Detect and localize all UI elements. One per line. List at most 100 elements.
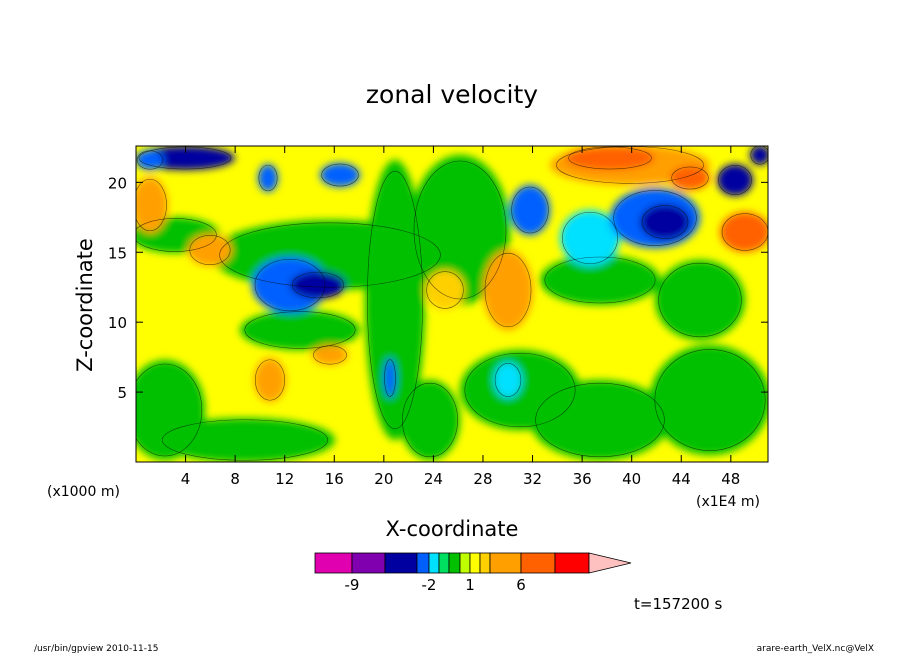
contour-field [136, 146, 768, 462]
field-region-11 [240, 310, 360, 350]
field-region-31 [717, 164, 753, 196]
colorbar-cell-0 [314, 552, 353, 574]
contour-line-23 [138, 146, 232, 170]
field-region-9 [655, 260, 745, 340]
x-tick-label-3: 16 [325, 470, 344, 488]
contour-line-9 [658, 262, 742, 338]
x-axis: 4 8 12 16 20 24 28 32 36 40 44 48 [181, 146, 740, 488]
x-unit-label: (x1E4 m) [696, 494, 760, 510]
y-tick-label-1: 10 [108, 314, 127, 332]
colorbar-cell-4 [428, 552, 440, 574]
x-tick-label-8: 36 [573, 470, 592, 488]
contour-line-10 [544, 256, 656, 304]
field-region-1 [136, 360, 205, 460]
colorbar-label-1: -2 [422, 576, 437, 594]
chart-title: zonal velocity [366, 80, 538, 109]
colorbar-cell-7 [459, 552, 471, 574]
contour-line-15 [254, 359, 286, 401]
contour-line-5 [413, 160, 507, 300]
x-axis-label: X-coordinate [386, 517, 519, 541]
contour-line-36 [321, 163, 359, 187]
field-region-17 [425, 270, 465, 310]
field-region-14 [188, 234, 232, 266]
colorbar-cell-2 [384, 552, 418, 574]
y-unit-label: (x1000 m) [47, 484, 120, 500]
x-tick-label-0: 4 [181, 470, 191, 488]
x-tick-label-4: 20 [374, 470, 393, 488]
footer-left: /usr/bin/gpview 2010-11-15 [34, 644, 158, 654]
x-tick-label-5: 24 [424, 470, 443, 488]
contour-line-2 [136, 218, 217, 252]
x-tick-label-9: 40 [622, 470, 641, 488]
plot-frame [135, 145, 769, 463]
contour-line-1 [136, 363, 203, 457]
contour-line-20 [671, 166, 709, 190]
colorbar-label-0: -9 [345, 576, 360, 594]
field-region-21 [720, 212, 768, 252]
contour-line-33 [258, 164, 278, 192]
contour-line-11 [244, 311, 356, 349]
colorbar-extension [588, 552, 632, 574]
contour-line-24 [136, 150, 164, 170]
field-region-13 [136, 177, 168, 233]
field-region-34 [494, 362, 522, 398]
contour-line-25 [254, 258, 326, 312]
colorbar-cell-1 [351, 552, 386, 574]
contour-line-6 [464, 352, 576, 428]
x-tick-label-6: 28 [473, 470, 492, 488]
x-tick-label-1: 8 [230, 470, 240, 488]
field-region-30 [510, 185, 550, 235]
contour-line-0 [161, 419, 329, 461]
field-region-12 [400, 380, 460, 460]
contour-line-12 [402, 382, 458, 458]
time-label: t=157200 s [634, 595, 722, 613]
x-tick-label-10: 44 [672, 470, 691, 488]
contour-line-30 [511, 186, 549, 234]
contour-line-21 [721, 213, 768, 251]
field-region-35 [384, 358, 396, 398]
y-axis: 5 10 15 20 [108, 174, 768, 402]
contour-line-13 [136, 178, 167, 232]
contour-line-19 [568, 146, 652, 170]
contour-line-16 [484, 252, 532, 328]
contour-line-32 [750, 146, 768, 165]
field-region-19 [565, 146, 655, 170]
contour-line-29 [641, 205, 689, 239]
colorbar-cell-11 [520, 552, 556, 574]
contour-line-17 [426, 271, 464, 309]
contour-line-3 [219, 222, 441, 288]
contour-line-34 [494, 363, 522, 397]
contour-line-31 [718, 164, 752, 196]
x-tick-label-7: 32 [523, 470, 542, 488]
field-region-5 [410, 155, 510, 305]
field-region-15 [254, 358, 286, 402]
contour-line-22 [313, 345, 347, 365]
field-region-8 [650, 345, 768, 455]
contour-line-35 [384, 359, 396, 397]
colorbar: -9 -2 1 6 [314, 552, 632, 594]
field-region-24 [136, 150, 164, 170]
x-tick-label-2: 12 [275, 470, 294, 488]
field-region-7 [530, 380, 670, 460]
colorbar-label-2: 1 [465, 576, 475, 594]
x-tick-label-11: 48 [721, 470, 740, 488]
footer-right: arare-earth_VelX.nc@VelX [757, 644, 874, 654]
field-region-22 [312, 345, 348, 365]
y-tick-label-3: 20 [108, 174, 127, 192]
contour-line-8 [654, 349, 766, 451]
colorbar-cell-8 [469, 552, 481, 574]
field-region-29 [640, 204, 690, 240]
contour-line-4 [367, 170, 423, 430]
colorbar-cell-3 [416, 552, 430, 574]
colorbar-cell-12 [554, 552, 590, 574]
colorbar-cell-9 [479, 552, 491, 574]
field-region-27 [560, 210, 620, 266]
field-region-10 [540, 255, 660, 305]
colorbar-cell-5 [438, 552, 450, 574]
contour-line-7 [535, 382, 665, 458]
field-region-33 [258, 164, 278, 192]
contour-line-26 [291, 271, 345, 299]
contour-line-14 [189, 234, 231, 266]
y-axis-label: Z-coordinate [73, 238, 97, 372]
